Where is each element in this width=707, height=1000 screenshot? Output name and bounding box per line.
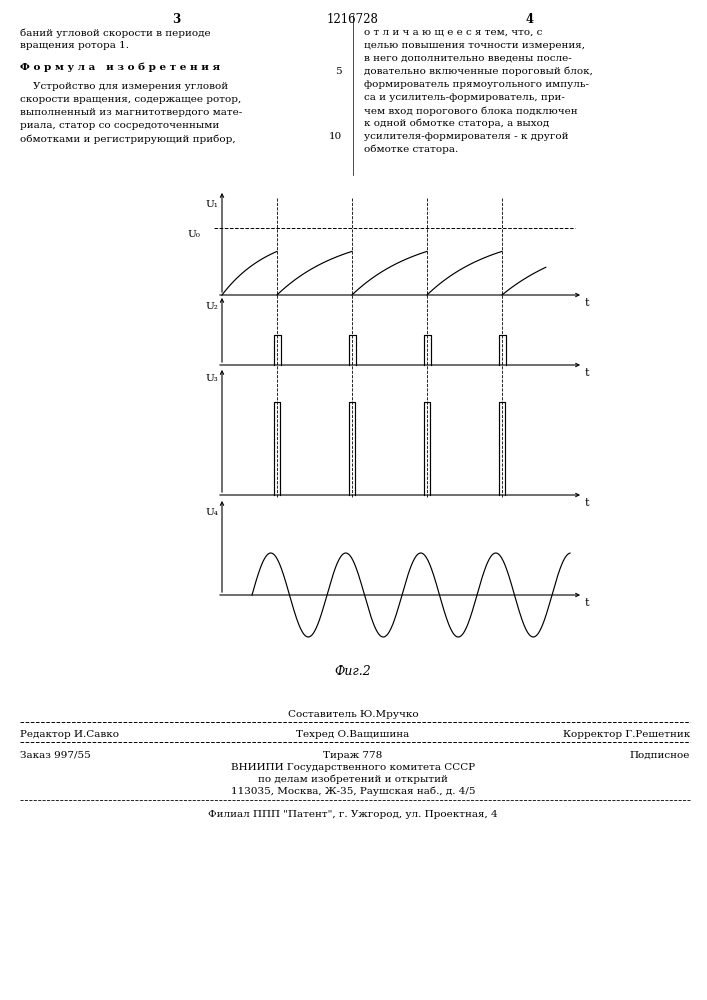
Text: 10: 10 <box>329 132 342 141</box>
Text: Составитель Ю.Мручко: Составитель Ю.Мручко <box>288 710 419 719</box>
Text: са и усилитель-формирователь, при-: са и усилитель-формирователь, при- <box>364 93 565 102</box>
Text: формирователь прямоугольного импуль-: формирователь прямоугольного импуль- <box>364 80 589 89</box>
Text: целью повышения точности измерения,: целью повышения точности измерения, <box>364 41 585 50</box>
Text: по делам изобретений и открытий: по делам изобретений и открытий <box>258 775 448 784</box>
Text: 113035, Москва, Ж-35, Раушская наб., д. 4/5: 113035, Москва, Ж-35, Раушская наб., д. … <box>230 787 475 796</box>
Text: вращения ротора 1.: вращения ротора 1. <box>20 41 129 50</box>
Text: о т л и ч а ю щ е е с я тем, что, с: о т л и ч а ю щ е е с я тем, что, с <box>364 28 542 37</box>
Text: чем вход порогового блока подключен: чем вход порогового блока подключен <box>364 106 578 115</box>
Text: U₀: U₀ <box>187 230 200 239</box>
Text: U₃: U₃ <box>205 374 218 383</box>
Text: усилителя-формирователя - к другой: усилителя-формирователя - к другой <box>364 132 568 141</box>
Text: Редактор И.Савко: Редактор И.Савко <box>20 730 119 739</box>
Text: U₁: U₁ <box>205 200 218 209</box>
Text: Фиг.2: Фиг.2 <box>334 665 371 678</box>
Text: Корректор Г.Решетник: Корректор Г.Решетник <box>563 730 690 739</box>
Text: Подписное: Подписное <box>630 751 690 760</box>
Text: выполненный из магнитотвердого мате-: выполненный из магнитотвердого мате- <box>20 108 243 117</box>
Text: Филиал ППП "Патент", г. Ужгород, ул. Проектная, 4: Филиал ППП "Патент", г. Ужгород, ул. Про… <box>208 810 498 819</box>
Text: U₂: U₂ <box>205 302 218 311</box>
Text: t: t <box>585 368 590 378</box>
Text: t: t <box>585 498 590 508</box>
Text: Тираж 778: Тираж 778 <box>323 751 382 760</box>
Text: ВНИИПИ Государственного комитета СССР: ВНИИПИ Государственного комитета СССР <box>231 763 475 772</box>
Text: 4: 4 <box>526 13 534 26</box>
Text: 3: 3 <box>172 13 180 26</box>
Text: t: t <box>585 298 590 308</box>
Text: Ф о р м у л а   и з о б р е т е н и я: Ф о р м у л а и з о б р е т е н и я <box>20 62 220 72</box>
Text: к одной обмотке статора, а выход: к одной обмотке статора, а выход <box>364 119 549 128</box>
Text: риала, статор со сосредоточенными: риала, статор со сосредоточенными <box>20 121 219 130</box>
Text: t: t <box>585 598 590 608</box>
Text: Устройство для измерения угловой: Устройство для измерения угловой <box>20 82 228 91</box>
Text: в него дополнительно введены после-: в него дополнительно введены после- <box>364 54 572 63</box>
Text: 1216728: 1216728 <box>327 13 379 26</box>
Text: обмотке статора.: обмотке статора. <box>364 145 458 154</box>
Text: скорости вращения, содержащее ротор,: скорости вращения, содержащее ротор, <box>20 95 241 104</box>
Text: Заказ 997/55: Заказ 997/55 <box>20 751 90 760</box>
Text: обмотками и регистрирующий прибор,: обмотками и регистрирующий прибор, <box>20 134 235 143</box>
Text: U₄: U₄ <box>205 508 218 517</box>
Text: Техред О.Ващишина: Техред О.Ващишина <box>296 730 409 739</box>
Text: 5: 5 <box>335 67 342 76</box>
Text: баний угловой скорости в периоде: баний угловой скорости в периоде <box>20 28 211 37</box>
Text: довательно включенные пороговый блок,: довательно включенные пороговый блок, <box>364 67 593 77</box>
